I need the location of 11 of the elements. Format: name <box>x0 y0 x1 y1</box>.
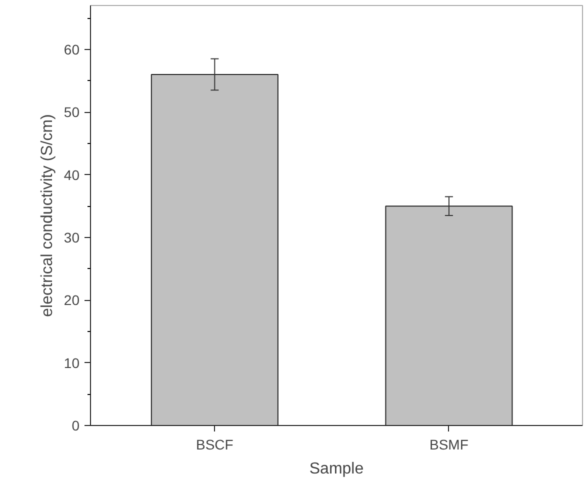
y-tick-label: 60 <box>64 41 80 58</box>
x-axis-title: Sample <box>309 460 364 478</box>
y-tick-label: 50 <box>64 104 80 120</box>
y-tick-label: 40 <box>64 166 80 183</box>
y-tick-label: 30 <box>64 229 80 246</box>
y-tick-label: 10 <box>64 354 80 371</box>
y-tick-label: 20 <box>64 292 80 308</box>
y-axis-title: electrical conductivity (S/cm) <box>38 114 56 317</box>
x-tick-label: BSCF <box>196 436 234 452</box>
y-tick-label: 0 <box>72 418 80 434</box>
x-tick-label: BSMF <box>430 436 468 452</box>
